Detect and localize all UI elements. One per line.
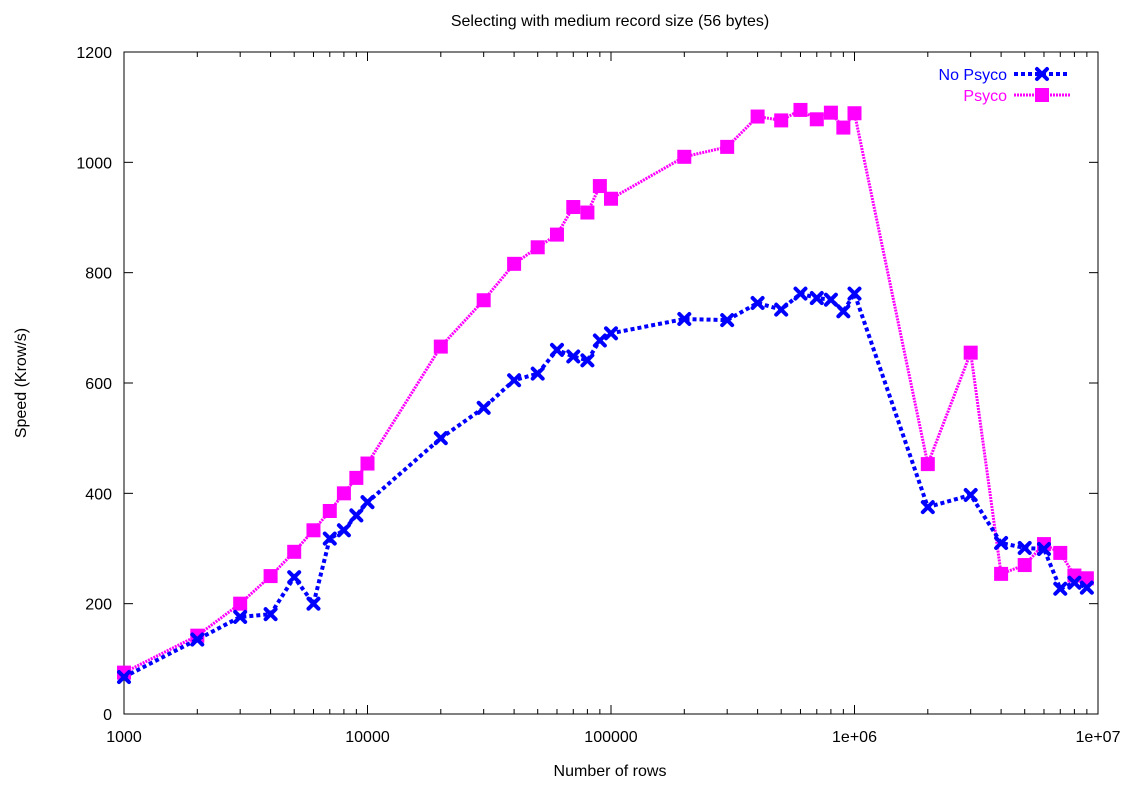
data-point-psyco xyxy=(433,339,448,354)
data-point-psyco xyxy=(994,566,1009,581)
data-point-no-psyco xyxy=(190,632,205,647)
data-point-psyco xyxy=(677,149,692,164)
data-point-psyco xyxy=(549,227,564,242)
data-point-no-psyco xyxy=(604,326,618,341)
y-tick-label: 600 xyxy=(85,376,112,393)
data-point-no-psyco xyxy=(263,607,278,622)
data-point-psyco xyxy=(920,457,935,472)
data-point-psyco xyxy=(233,596,248,611)
data-point-no-psyco xyxy=(1067,575,1082,590)
x-tick-label: 100000 xyxy=(584,729,637,746)
y-tick-label: 1000 xyxy=(76,155,112,172)
data-point-no-psyco xyxy=(1079,580,1094,595)
ticks-layer: 0 200 400 600 800 1000 1200 1000 10000 100000 1e+0… xyxy=(76,45,1120,746)
y-tick-label: 400 xyxy=(85,486,112,503)
data-point-psyco xyxy=(750,109,765,124)
y-tick-label: 0 xyxy=(103,707,112,724)
data-point-no-psyco xyxy=(566,349,581,364)
data-point-no-psyco xyxy=(994,535,1009,550)
data-point-no-psyco xyxy=(287,570,302,585)
data-point-no-psyco xyxy=(592,333,607,348)
data-point-no-psyco xyxy=(336,523,351,538)
data-point-no-psyco xyxy=(920,500,935,515)
data-point-psyco xyxy=(1017,558,1032,573)
data-point-no-psyco xyxy=(1053,581,1068,596)
data-point-no-psyco xyxy=(349,508,364,523)
data-point-psyco xyxy=(836,120,851,135)
data-point-psyco xyxy=(336,486,351,501)
data-point-psyco xyxy=(793,102,808,117)
series-layer xyxy=(117,102,1094,685)
data-point-no-psyco xyxy=(530,366,545,381)
data-point-no-psyco xyxy=(360,495,375,510)
legend-marker-no-psyco xyxy=(1035,67,1049,81)
data-point-no-psyco xyxy=(823,292,838,307)
legend-marker-psyco xyxy=(1035,88,1049,102)
y-tick-label: 200 xyxy=(85,597,112,614)
data-point-no-psyco xyxy=(750,296,765,311)
x-tick-label: 10000 xyxy=(345,729,390,746)
series-psyco xyxy=(117,102,1094,680)
data-point-psyco xyxy=(604,191,618,206)
data-point-psyco xyxy=(963,345,978,360)
data-point-no-psyco xyxy=(433,431,448,446)
data-point-psyco xyxy=(476,293,491,308)
data-point-psyco xyxy=(847,106,862,121)
y-tick-label: 1200 xyxy=(76,45,112,62)
y-tick-label: 800 xyxy=(85,266,112,283)
chart-title: Selecting with medium record size (56 by… xyxy=(451,13,769,30)
data-point-psyco xyxy=(507,256,522,271)
data-point-no-psyco xyxy=(836,304,851,319)
x-tick-label: 1e+06 xyxy=(832,729,877,746)
data-point-psyco xyxy=(287,544,302,559)
data-point-psyco xyxy=(360,456,375,471)
legend-label-no-psyco: No Psyco xyxy=(939,67,1008,84)
data-point-no-psyco xyxy=(847,286,862,301)
y-axis-label: Speed (Krow/s) xyxy=(13,328,30,438)
data-point-no-psyco xyxy=(720,313,735,328)
legend: No Psyco Psyco xyxy=(939,67,1070,105)
data-point-no-psyco xyxy=(1017,540,1032,555)
legend-label-psyco: Psyco xyxy=(963,88,1007,105)
data-point-psyco xyxy=(1053,545,1068,560)
data-point-psyco xyxy=(306,523,321,538)
x-tick-label: 1e+07 xyxy=(1076,729,1121,746)
data-point-no-psyco xyxy=(809,291,824,306)
data-point-no-psyco xyxy=(476,400,491,415)
x-axis-label: Number of rows xyxy=(554,763,667,780)
data-point-psyco xyxy=(592,179,607,194)
data-point-psyco xyxy=(530,240,545,255)
data-point-psyco xyxy=(774,113,789,128)
data-point-no-psyco xyxy=(1036,542,1051,557)
data-point-no-psyco xyxy=(774,302,789,317)
data-point-no-psyco xyxy=(507,373,522,388)
data-point-psyco xyxy=(566,200,581,215)
data-point-no-psyco xyxy=(306,596,321,611)
data-point-no-psyco xyxy=(793,286,808,301)
series-no-psyco xyxy=(117,286,1094,685)
data-point-psyco xyxy=(580,205,595,220)
data-point-psyco xyxy=(322,503,337,518)
data-point-psyco xyxy=(809,112,824,127)
data-point-no-psyco xyxy=(549,342,564,357)
data-point-no-psyco xyxy=(963,487,978,502)
data-point-no-psyco xyxy=(677,312,692,327)
data-point-no-psyco xyxy=(580,353,595,368)
data-point-no-psyco xyxy=(117,670,131,685)
data-point-no-psyco xyxy=(233,609,248,624)
data-point-psyco xyxy=(720,139,735,154)
data-point-psyco xyxy=(349,470,364,485)
x-tick-label: 1000 xyxy=(106,729,142,746)
data-point-no-psyco xyxy=(322,531,337,546)
data-point-psyco xyxy=(823,105,838,120)
data-point-psyco xyxy=(263,569,278,584)
